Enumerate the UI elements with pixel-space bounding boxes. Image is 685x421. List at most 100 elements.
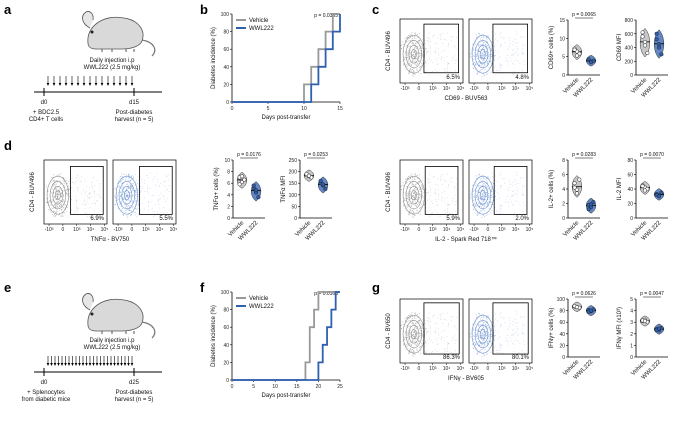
- event-dot: [490, 55, 492, 57]
- event-dot: [481, 40, 483, 42]
- event-dot: [507, 60, 509, 62]
- event-dot: [493, 58, 495, 60]
- event-dot: [409, 325, 411, 327]
- event-dot: [500, 185, 502, 186]
- event-dot: [406, 321, 408, 323]
- event-dot: [59, 199, 61, 201]
- event-dot: [483, 204, 485, 206]
- event-dot: [418, 56, 420, 58]
- y-tick-label: 100: [289, 193, 298, 199]
- event-dot: [485, 37, 487, 39]
- event-dot: [422, 195, 424, 196]
- event-dot: [416, 69, 418, 71]
- event-dot: [486, 203, 488, 205]
- event-dot: [422, 45, 423, 47]
- event-dot: [119, 185, 120, 187]
- event-dot: [422, 56, 424, 58]
- event-dot: [519, 204, 521, 205]
- event-dot: [408, 45, 410, 47]
- event-dot: [478, 313, 480, 315]
- event-dot: [50, 177, 52, 179]
- event-dot: [406, 186, 408, 188]
- event-dot: [411, 65, 413, 67]
- event-dot: [413, 192, 415, 194]
- event-dot: [506, 327, 508, 329]
- event-dot: [427, 320, 428, 322]
- event-dot: [494, 346, 496, 347]
- event-dot: [426, 350, 428, 351]
- event-dot: [412, 51, 414, 53]
- event-dot: [488, 208, 490, 210]
- event-dot: [411, 42, 413, 44]
- event-dot: [523, 352, 525, 354]
- injection-arrowhead: [46, 363, 50, 366]
- contour-line: [479, 49, 486, 60]
- event-dot: [405, 210, 407, 212]
- event-dot: [478, 344, 480, 346]
- x-tick-label: -10³: [401, 86, 410, 92]
- gate-box: [423, 23, 459, 74]
- event-dot: [495, 318, 496, 320]
- event-dot: [456, 178, 457, 179]
- event-dot: [119, 204, 121, 206]
- event-dot: [481, 75, 483, 77]
- y-tick-label: 20: [223, 82, 229, 88]
- panel-a-schematic: Daily injection i.p WWL222 (2.5 mg/kg) d…: [29, 11, 162, 123]
- event-dot: [412, 212, 414, 214]
- event-dot: [444, 49, 446, 51]
- y-tick-label: 60: [627, 173, 633, 179]
- event-dot: [500, 316, 502, 318]
- event-dot: [491, 196, 493, 198]
- event-dot: [417, 187, 419, 189]
- event-dot: [149, 188, 151, 189]
- event-dot: [477, 72, 479, 74]
- event-dot: [409, 335, 411, 337]
- event-dot: [499, 68, 501, 70]
- event-dot: [148, 201, 149, 203]
- event-dot: [126, 195, 127, 197]
- event-dot: [521, 69, 523, 71]
- event-dot: [68, 212, 70, 213]
- event-dot: [408, 325, 410, 327]
- event-dot: [441, 200, 443, 201]
- event-dot: [47, 197, 49, 199]
- event-dot: [507, 334, 508, 336]
- event-dot: [94, 192, 95, 194]
- event-dot: [413, 340, 415, 342]
- event-dot: [476, 196, 477, 198]
- event-dot: [472, 323, 474, 325]
- event-dot: [480, 69, 482, 71]
- y-tick-label: 0: [294, 216, 297, 222]
- event-dot: [513, 204, 514, 206]
- event-dot: [403, 64, 405, 66]
- event-dot: [436, 201, 437, 203]
- event-dot: [488, 316, 490, 318]
- event-dot: [411, 32, 413, 34]
- event-dot: [488, 54, 490, 56]
- event-dot: [420, 213, 421, 215]
- event-dot: [498, 193, 500, 195]
- x-tick-label: 10⁴: [156, 227, 164, 233]
- event-dot: [419, 182, 421, 184]
- event-dot: [523, 61, 525, 63]
- event-dot: [93, 177, 94, 178]
- event-dot: [515, 184, 517, 186]
- event-dot: [412, 70, 414, 71]
- y-tick-label: 80: [223, 30, 229, 36]
- event-dot: [126, 215, 128, 217]
- event-dot: [137, 202, 139, 204]
- event-dot: [523, 36, 525, 38]
- event-dot: [93, 191, 95, 193]
- event-dot: [483, 207, 485, 209]
- x-tick-label: 10⁴: [512, 227, 520, 233]
- event-dot: [409, 52, 411, 54]
- event-dot: [496, 50, 498, 52]
- event-dot: [483, 209, 484, 211]
- event-dot: [135, 192, 137, 194]
- event-dot: [481, 345, 483, 347]
- event-dot: [414, 312, 416, 314]
- event-dot: [500, 324, 502, 325]
- event-dot: [411, 205, 413, 206]
- y-axis-label: CD69+ cells (%): [549, 26, 555, 70]
